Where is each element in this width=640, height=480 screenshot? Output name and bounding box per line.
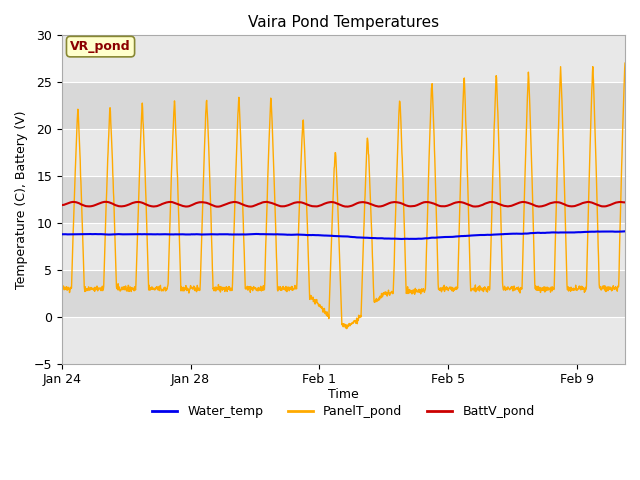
- Text: VR_pond: VR_pond: [70, 40, 131, 53]
- Title: Vaira Pond Temperatures: Vaira Pond Temperatures: [248, 15, 439, 30]
- Bar: [62, 317, 625, 364]
- X-axis label: Time: Time: [328, 388, 359, 401]
- Bar: [62, 129, 625, 176]
- Bar: [62, 82, 625, 129]
- Bar: [62, 36, 625, 82]
- Y-axis label: Temperature (C), Battery (V): Temperature (C), Battery (V): [15, 110, 28, 289]
- Bar: [62, 223, 625, 270]
- Legend: Water_temp, PanelT_pond, BattV_pond: Water_temp, PanelT_pond, BattV_pond: [147, 400, 540, 423]
- Bar: [62, 176, 625, 223]
- Bar: [62, 270, 625, 317]
